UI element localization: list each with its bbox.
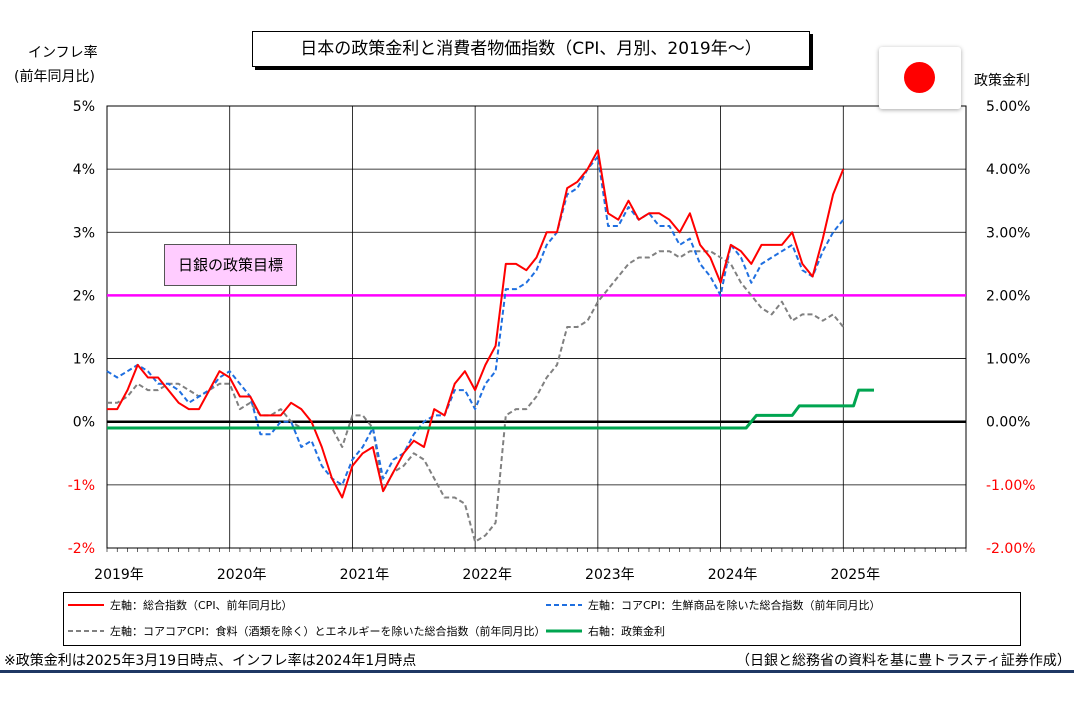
chart-title: 日本の政策金利と消費者物価指数（CPI、月別、2019年～） bbox=[252, 31, 810, 67]
y-right-tick-label: 1.00% bbox=[986, 352, 1030, 368]
legend-item-corecore: 左軸：コアコアCPI：食料（酒類を除く）とエネルギーを除いた総合指数（前年同月比… bbox=[68, 623, 546, 639]
series-core-line bbox=[106, 155, 845, 486]
footnote-right: （日銀と総務省の資料を基に豊トラスティ証券作成） bbox=[736, 653, 1071, 669]
series-cpi-line bbox=[107, 149, 845, 499]
right-axis-title: 政策金利 bbox=[974, 73, 1030, 89]
left-axis-title: インフレ率 bbox=[28, 45, 98, 61]
series-policy-rate-line bbox=[107, 388, 874, 430]
y-left-tick-label: 2% bbox=[73, 288, 95, 304]
japan-flag-icon bbox=[879, 47, 961, 109]
legend-swatch-corecore bbox=[68, 630, 104, 632]
legend-swatch-rate bbox=[546, 629, 582, 633]
y-right-tick-label: 2.00% bbox=[986, 288, 1030, 304]
left-axis-subtitle: (前年同月比) bbox=[14, 69, 95, 85]
x-tick-label: 2023年 bbox=[585, 567, 635, 583]
legend-item-core: 左軸：コアCPI：生鮮商品を除いた総合指数（前年同月比） bbox=[546, 597, 881, 613]
x-tick-label: 2024年 bbox=[708, 567, 758, 583]
y-right-tick-label: 4.00% bbox=[986, 162, 1030, 178]
legend: 左軸：総合指数（CPI、前年同月比） 左軸：コアCPI：生鮮商品を除いた総合指数… bbox=[63, 592, 1021, 646]
y-left-tick-label: 0% bbox=[73, 415, 95, 431]
y-left-tick-label: 1% bbox=[73, 352, 95, 368]
x-tick-label: 2022年 bbox=[462, 567, 512, 583]
legend-label-core: 左軸：コアCPI：生鮮商品を除いた総合指数（前年同月比） bbox=[588, 599, 881, 612]
x-tick-label: 2021年 bbox=[340, 567, 390, 583]
x-tick-label: 2025年 bbox=[830, 567, 880, 583]
y-left-tick-label: -2% bbox=[68, 541, 95, 557]
flag-red-disc bbox=[904, 62, 935, 93]
plot-area bbox=[106, 105, 967, 549]
y-right-tick-label: 5.00% bbox=[986, 99, 1030, 115]
legend-item-cpi: 左軸：総合指数（CPI、前年同月比） bbox=[68, 597, 293, 613]
y-left-tick-label: 4% bbox=[73, 162, 95, 178]
y-right-tick-label: -2.00% bbox=[986, 541, 1036, 557]
series-corecore-line bbox=[107, 250, 845, 543]
y-left-tick-label: 3% bbox=[73, 225, 95, 241]
x-tick-label: 2020年 bbox=[217, 567, 267, 583]
footnote-left: ※政策金利は2025年3月19日時点、インフレ率は2024年1月時点 bbox=[4, 653, 417, 669]
policy-target-label: 日銀の政策目標 bbox=[164, 244, 297, 286]
legend-item-rate: 右軸：政策金利 bbox=[546, 623, 665, 639]
y-right-tick-label: 3.00% bbox=[986, 225, 1030, 241]
legend-label-rate: 右軸：政策金利 bbox=[588, 625, 665, 638]
y-right-tick-label: -1.00% bbox=[986, 478, 1036, 494]
bottom-rule bbox=[0, 670, 1074, 673]
legend-label-corecore: 左軸：コアコアCPI：食料（酒類を除く）とエネルギーを除いた総合指数（前年同月比… bbox=[110, 625, 546, 638]
legend-swatch-core bbox=[546, 604, 582, 606]
legend-label-cpi: 左軸：総合指数（CPI、前年同月比） bbox=[110, 599, 293, 612]
x-tick-label: 2019年 bbox=[94, 567, 144, 583]
y-left-tick-label: 5% bbox=[73, 99, 95, 115]
legend-swatch-cpi bbox=[68, 604, 104, 606]
y-right-tick-label: 0.00% bbox=[986, 415, 1030, 431]
y-left-tick-label: -1% bbox=[68, 478, 95, 494]
